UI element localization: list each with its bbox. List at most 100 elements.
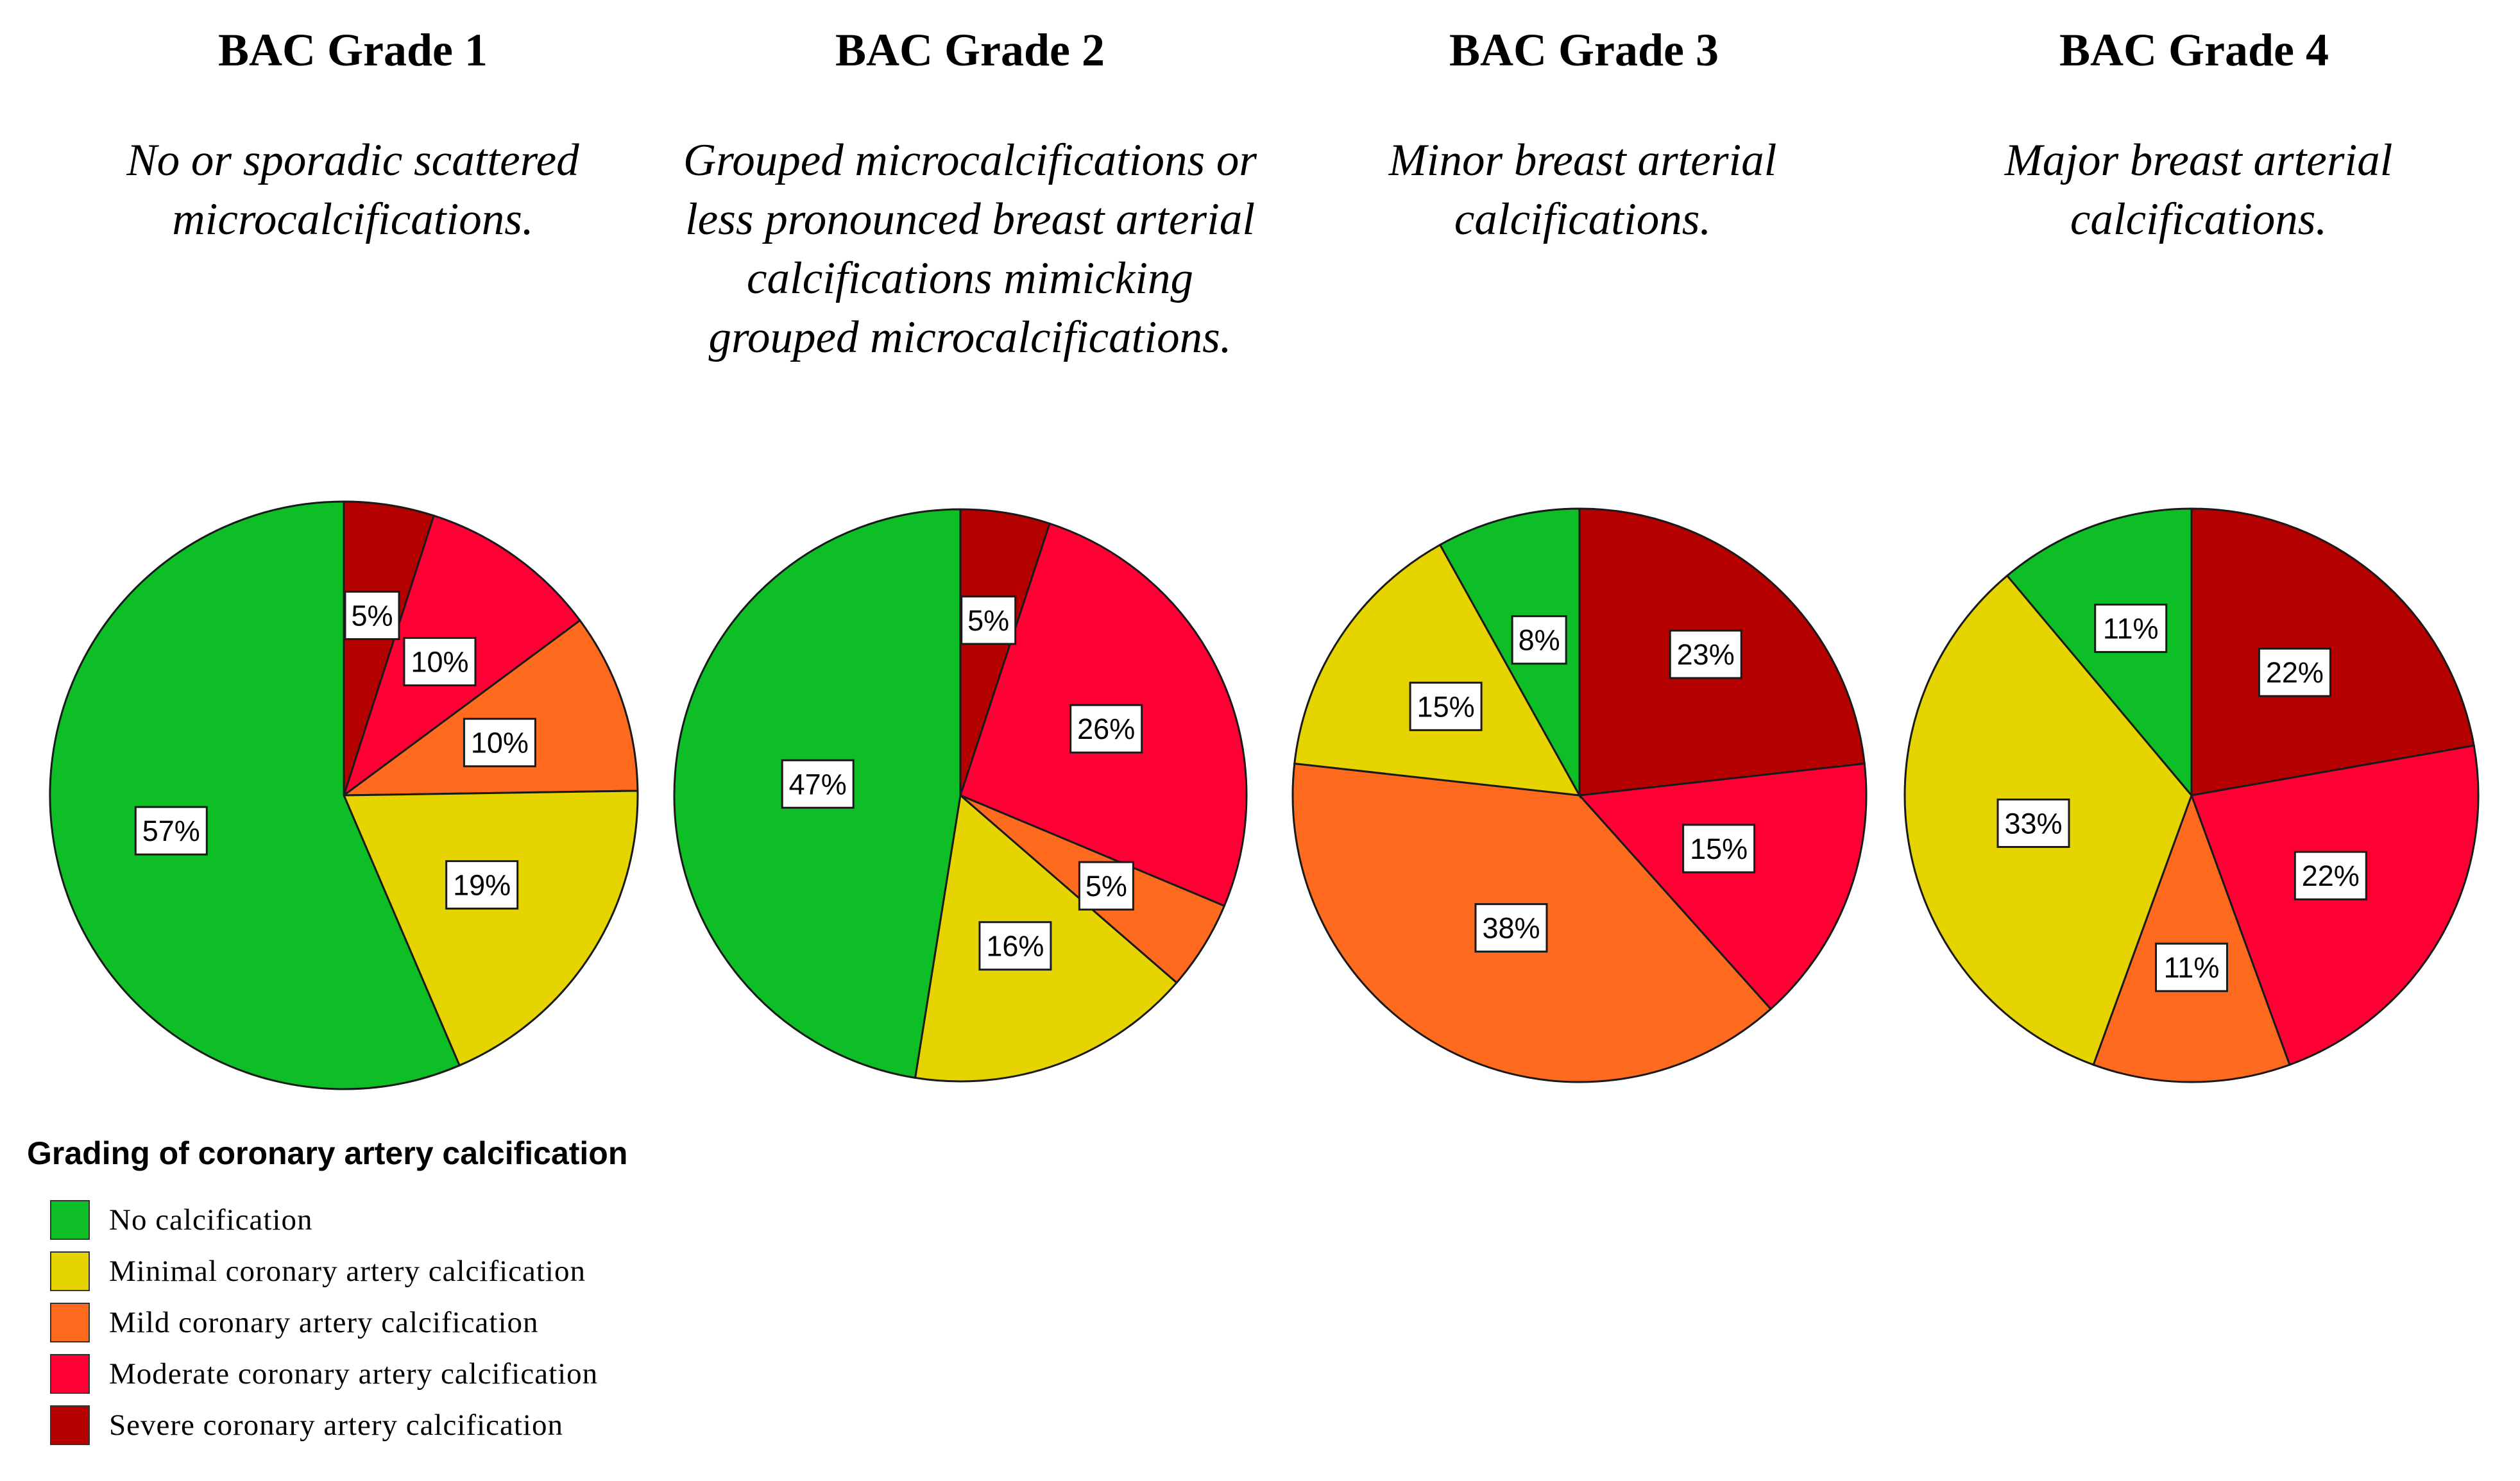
data-label-text: 22%: [2266, 656, 2324, 689]
data-label-text: 15%: [1690, 833, 1748, 865]
pie-3-slice-minimal: [1293, 543, 1581, 797]
pie-4: [1903, 507, 2480, 1083]
pie-1-label-severe: 5%: [344, 590, 400, 640]
panel-3-title: BAC Grade 3: [1449, 24, 1719, 76]
data-label-box: [1409, 681, 1483, 731]
legend-item-moderate: Moderate coronary artery calcification: [50, 1353, 598, 1394]
legend-item-mild: Mild coronary artery calcification: [50, 1302, 539, 1343]
pie-2-label-severe: 5%: [960, 595, 1017, 645]
pie-3-label-mild: 38%: [1474, 903, 1548, 953]
data-label-box: [1996, 798, 2070, 848]
data-label-text: 10%: [471, 727, 529, 759]
panel-3-description: Minor breast arterial calcifications.: [1388, 135, 1777, 244]
data-label-box: [2294, 851, 2367, 901]
legend-label: Moderate coronary artery calcification: [109, 1357, 599, 1391]
pie-1-slice-mild: [341, 619, 639, 797]
data-label-text: 5%: [1085, 870, 1127, 902]
data-label-box: [960, 595, 1017, 645]
pie-4-label-mild: 11%: [2155, 942, 2228, 992]
pie-1: [49, 500, 639, 1090]
pie-4-slice-mild: [2092, 792, 2291, 1083]
pie-2-label-minimal: 16%: [978, 921, 1052, 971]
pie-2-labels: 5% 26% 5% 16% 47%: [781, 595, 1143, 971]
legend-item-minimal: Minimal coronary artery calcification: [50, 1251, 586, 1292]
legend-label: Minimal coronary artery calcification: [109, 1255, 586, 1288]
panel-4-description: Major breast arterial calcifications.: [2004, 135, 2393, 244]
data-label-text: 11%: [2103, 613, 2159, 645]
data-label-box: [445, 860, 519, 910]
legend-swatch: [50, 1200, 90, 1240]
pie-2: [673, 508, 1248, 1083]
data-label-text: 19%: [453, 869, 511, 902]
legend-title: Grading of coronary artery calcification: [27, 1135, 628, 1171]
data-label-box: [1682, 824, 1756, 874]
pie-1-label-mild: 10%: [463, 718, 536, 768]
legend-swatch: [50, 1405, 90, 1445]
data-label-text: 33%: [2004, 807, 2062, 840]
legend-item-no-calcification: No calcification: [50, 1199, 312, 1240]
pie-2-label-mild: 5%: [1078, 861, 1134, 911]
pie-3-slice-no-calcification: [1438, 507, 1581, 799]
legend-swatch: [50, 1354, 90, 1394]
panel-2-title: BAC Grade 2: [835, 24, 1105, 76]
pie-4-label-minimal: 33%: [1996, 798, 2070, 848]
data-label-text: 26%: [1077, 713, 1135, 745]
data-label-text: 22%: [2302, 859, 2360, 892]
data-label-box: [134, 806, 208, 856]
panel-4-title: BAC Grade 4: [2059, 24, 2329, 76]
data-label-box: [403, 637, 477, 687]
pie-1-label-minimal: 19%: [445, 860, 519, 910]
pie-4-label-severe: 22%: [2258, 647, 2331, 697]
data-label-box: [463, 718, 536, 768]
legend-item-severe: Severe coronary artery calcification: [50, 1405, 563, 1446]
data-label-box: [781, 759, 855, 809]
data-label-text: 16%: [986, 930, 1044, 963]
legend-swatch: [50, 1251, 90, 1291]
pie-1-label-moderate: 10%: [403, 637, 477, 687]
data-label-box: [344, 590, 400, 640]
data-label-box: [2258, 647, 2331, 697]
pie-3-label-moderate: 15%: [1682, 824, 1756, 874]
data-label-box: [1511, 615, 1567, 665]
pie-4-labels: 22% 22% 11% 33% 11%: [1996, 604, 2367, 992]
legend-label: No calcification: [109, 1203, 313, 1237]
data-label-box: [978, 921, 1052, 971]
pie-1-label-no-calcification: 57%: [134, 806, 208, 856]
panel-1-description: No or sporadic scattered microcalcificat…: [126, 135, 579, 244]
pie-3-label-severe: 23%: [1669, 629, 1742, 679]
pie-2-label-no-calcification: 47%: [781, 759, 855, 809]
pie-1-labels: 5% 10% 10% 19% 57%: [134, 590, 536, 910]
panel-1-title: BAC Grade 1: [218, 24, 488, 76]
data-label-text: 10%: [411, 646, 468, 679]
pie-2-slice-severe: [959, 508, 1051, 796]
data-label-text: 5%: [351, 599, 393, 632]
pie-3-labels: 23% 15% 38% 15% 8%: [1409, 615, 1756, 953]
data-label-box: [1474, 903, 1548, 953]
panel-2-description: Grouped microcalcifications or less pron…: [683, 135, 1257, 362]
data-label-text: 8%: [1519, 624, 1560, 657]
data-label-text: 23%: [1677, 638, 1735, 671]
data-label-text: 15%: [1417, 690, 1475, 723]
data-label-box: [2094, 604, 2168, 654]
data-label-box: [1069, 704, 1143, 754]
data-label-text: 47%: [789, 768, 847, 800]
pie-4-slice-severe: [2190, 507, 2475, 797]
pie-4-label-no-calcification: 11%: [2094, 604, 2168, 654]
pie-4-label-moderate: 22%: [2294, 851, 2367, 901]
pie-3-label-no-calcification: 8%: [1511, 615, 1567, 665]
pie-3-slice-moderate: [1577, 762, 1868, 1011]
pie-1-slice-minimal: [342, 790, 639, 1067]
data-label-text: 57%: [142, 815, 200, 847]
pie-2-label-moderate: 26%: [1069, 704, 1143, 754]
pie-4-slice-moderate: [2190, 744, 2480, 1066]
legend-label: Severe coronary artery calcification: [109, 1409, 563, 1442]
data-label-text: 38%: [1482, 912, 1540, 945]
pie-3: [1291, 507, 1868, 1083]
pie-3-label-minimal: 15%: [1409, 681, 1483, 731]
data-label-text: 5%: [967, 604, 1009, 637]
data-label-box: [2155, 942, 2228, 992]
data-label-box: [1078, 861, 1134, 911]
data-label-text: 11%: [2164, 951, 2220, 984]
